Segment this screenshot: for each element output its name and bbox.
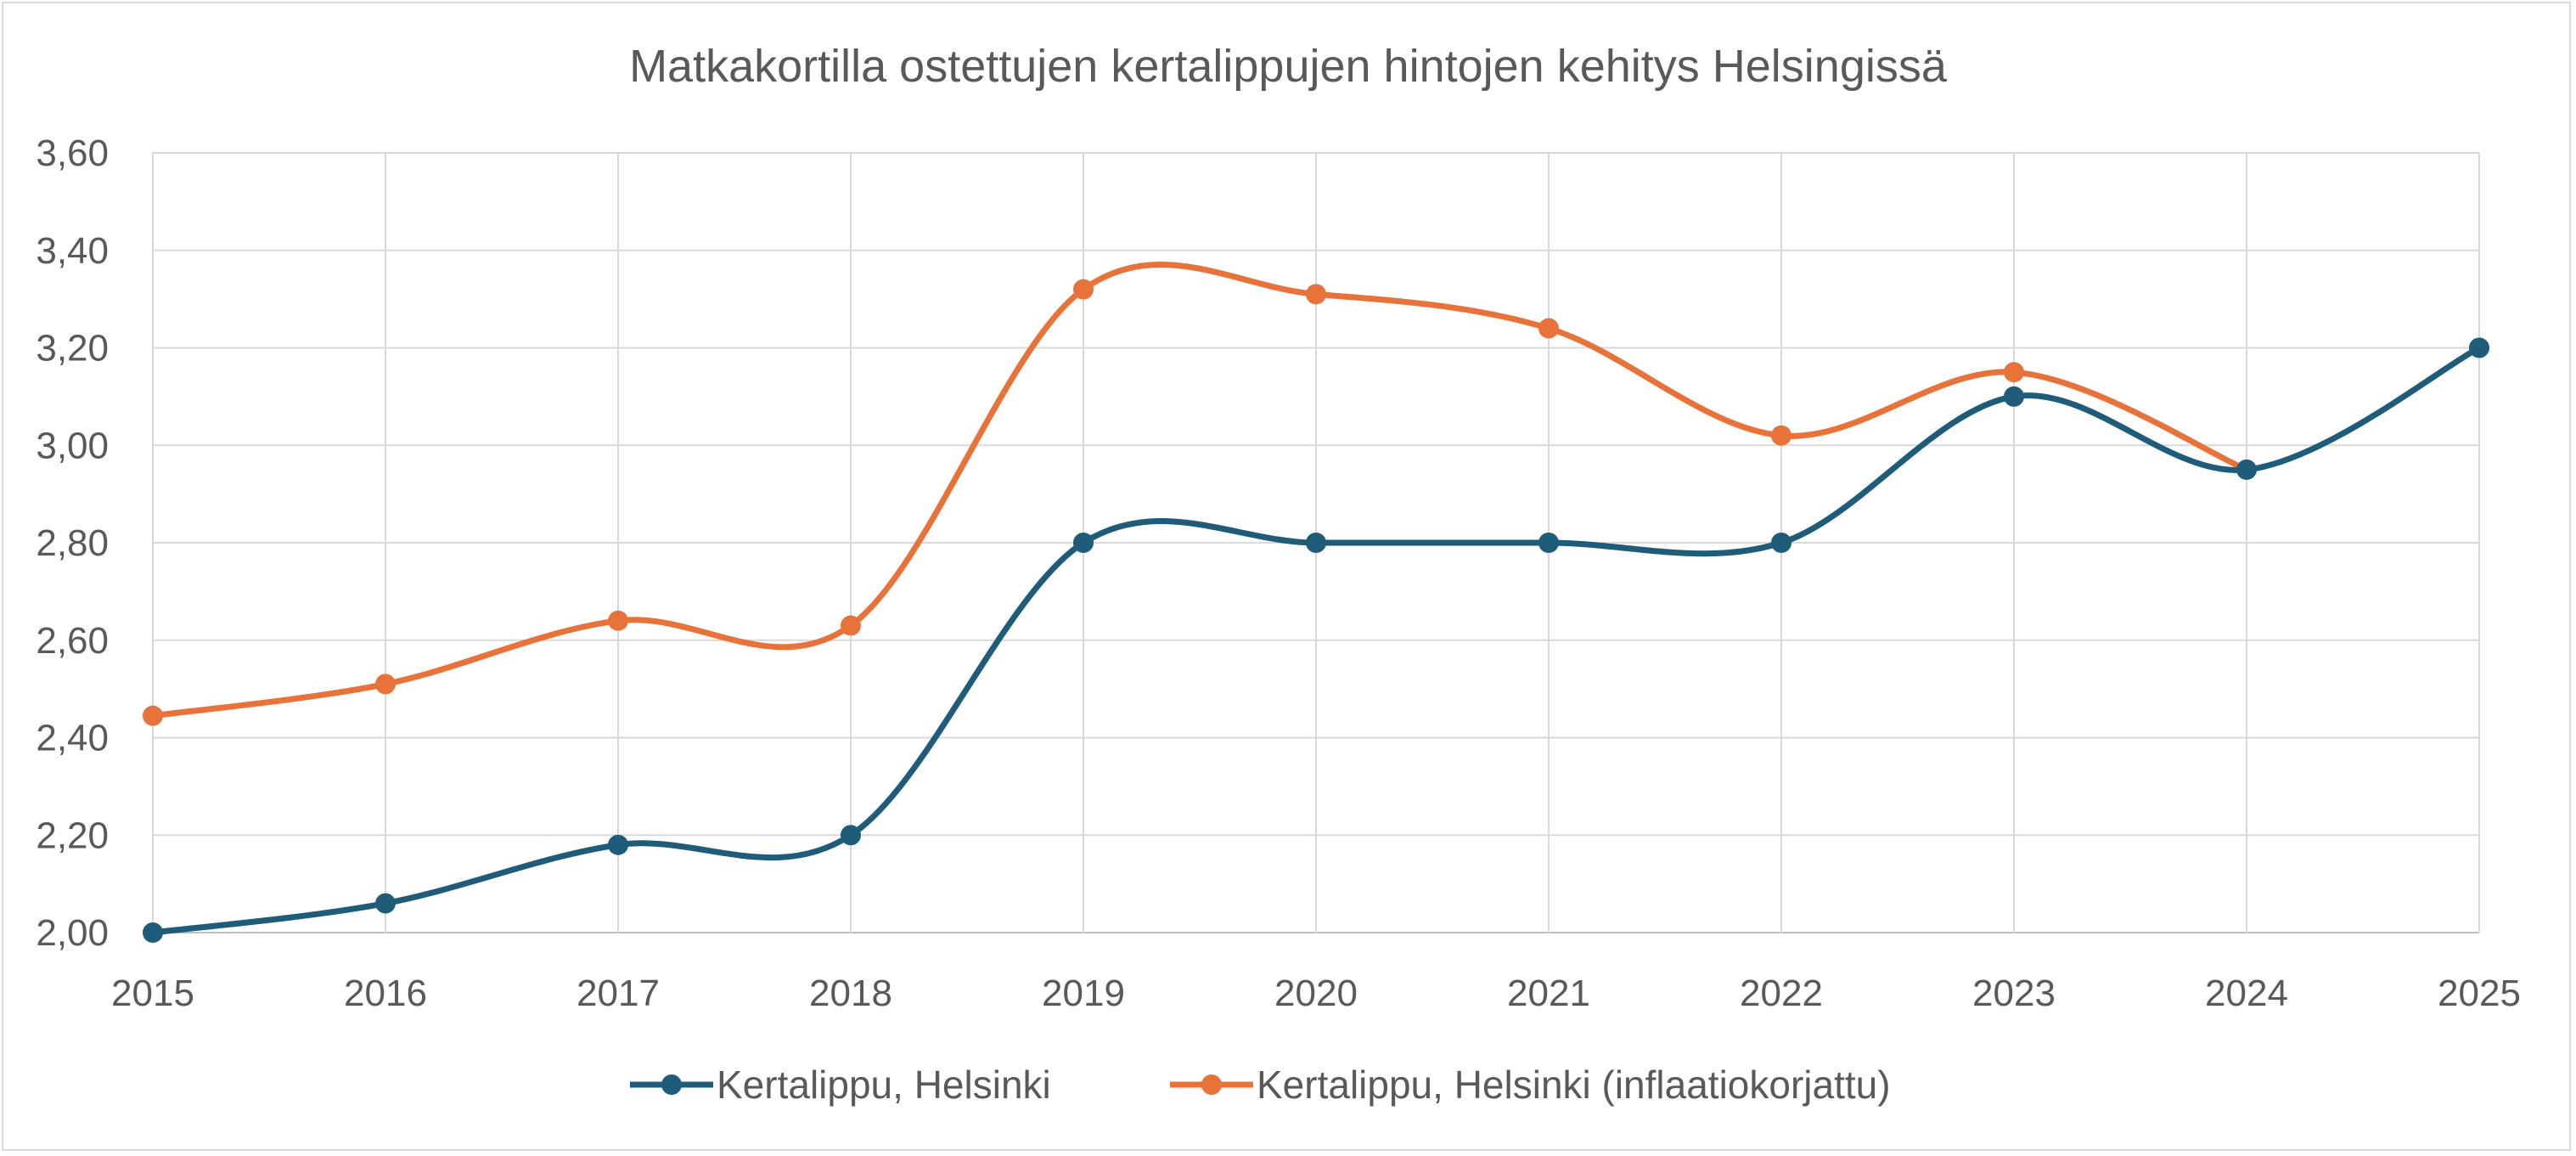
y-tick-label: 2,80 — [36, 522, 109, 564]
legend-item-1[interactable]: Kertalippu, Helsinki — [630, 1063, 1051, 1107]
x-tick-label: 2023 — [1972, 973, 2056, 1014]
data-point-series-2[interactable] — [143, 705, 163, 726]
data-point-series-1[interactable] — [2004, 386, 2024, 407]
x-tick-label: 2022 — [1740, 973, 1823, 1014]
data-point-series-2[interactable] — [1538, 318, 1559, 339]
data-point-series-2[interactable] — [608, 610, 628, 631]
x-tick-label: 2025 — [2438, 973, 2521, 1014]
x-tick-label: 2017 — [577, 973, 660, 1014]
data-point-series-1[interactable] — [1073, 533, 1094, 553]
data-point-series-2[interactable] — [841, 615, 861, 636]
x-axis-ticks: 2015 2016 2017 2018 2019 2020 2021 2022 2023 2024… — [111, 973, 2521, 1014]
x-tick-label: 2015 — [111, 973, 194, 1014]
data-point-series-2[interactable] — [2004, 362, 2024, 383]
data-point-series-1[interactable] — [2236, 459, 2257, 480]
y-tick-label: 3,40 — [36, 230, 109, 272]
y-tick-label: 3,20 — [36, 328, 109, 369]
data-point-series-2[interactable] — [1306, 284, 1326, 305]
y-tick-label: 2,20 — [36, 815, 109, 856]
data-point-series-1[interactable] — [375, 893, 396, 914]
x-tick-label: 2019 — [1042, 973, 1125, 1014]
data-point-series-1[interactable] — [841, 825, 861, 846]
data-point-series-1[interactable] — [2469, 337, 2489, 358]
x-tick-label: 2016 — [344, 973, 427, 1014]
x-tick-label: 2018 — [809, 973, 892, 1014]
y-tick-label: 2,60 — [36, 620, 109, 662]
x-tick-label: 2020 — [1274, 973, 1358, 1014]
legend-item-2[interactable]: Kertalippu, Helsinki (inflaatiokorjattu) — [1170, 1063, 1891, 1107]
y-tick-label: 3,00 — [36, 425, 109, 466]
legend-marker-1 — [661, 1074, 682, 1095]
legend: Kertalippu, Helsinki Kertalippu, Helsink… — [630, 1063, 1891, 1107]
x-tick-label: 2024 — [2205, 973, 2288, 1014]
series-points — [143, 279, 2489, 943]
y-tick-label: 2,40 — [36, 718, 109, 759]
data-point-series-1[interactable] — [1771, 533, 1791, 553]
legend-label-1: Kertalippu, Helsinki — [717, 1063, 1051, 1107]
y-tick-label: 3,60 — [36, 133, 109, 174]
data-point-series-2[interactable] — [1771, 425, 1791, 446]
legend-label-2: Kertalippu, Helsinki (inflaatiokorjattu) — [1257, 1063, 1891, 1107]
chart-title: Matkakortilla ostettujen kertalippujen h… — [629, 41, 1948, 92]
data-point-series-2[interactable] — [375, 674, 396, 695]
y-axis-ticks: 2,00 2,20 2,40 2,60 2,80 3,00 3,20 3,40 3,60 — [36, 133, 109, 954]
legend-marker-2 — [1201, 1074, 1222, 1095]
data-point-series-2[interactable] — [1073, 279, 1094, 300]
data-point-series-1[interactable] — [1538, 533, 1559, 553]
series-line-2 — [149, 262, 2250, 719]
x-tick-label: 2021 — [1507, 973, 1590, 1014]
data-point-series-1[interactable] — [143, 922, 163, 943]
y-tick-label: 2,00 — [36, 912, 109, 954]
data-point-series-1[interactable] — [1306, 533, 1326, 553]
data-point-series-1[interactable] — [608, 834, 628, 855]
